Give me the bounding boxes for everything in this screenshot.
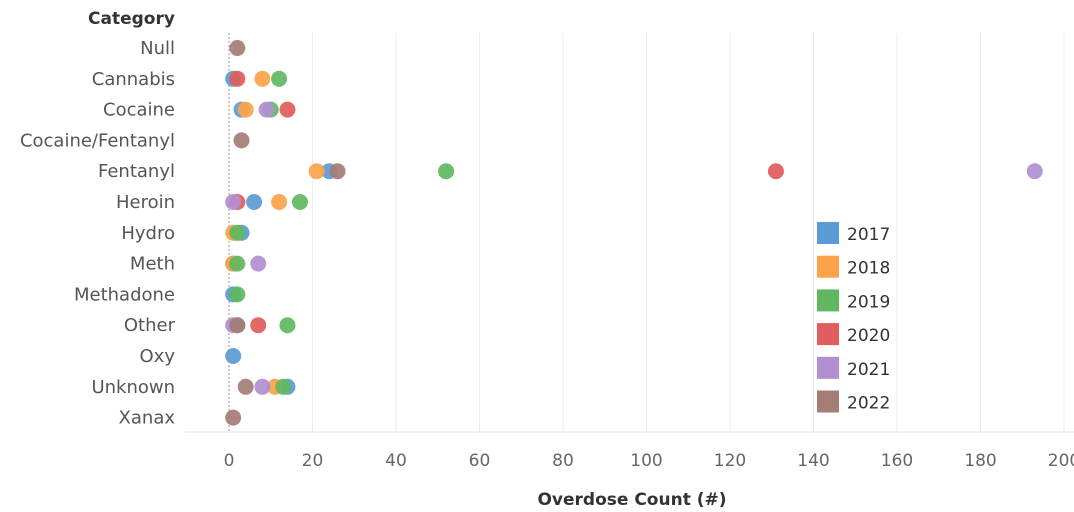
category-label: Xanax (119, 408, 176, 429)
data-point-2021[interactable] (254, 378, 271, 395)
data-point-2021[interactable] (250, 255, 267, 272)
data-point-2018[interactable] (254, 70, 271, 87)
legend-label-2019[interactable]: 2019 (847, 292, 890, 312)
x-tick-label: 40 (385, 451, 407, 471)
category-label: Heroin (116, 192, 175, 213)
data-point-2019[interactable] (279, 317, 296, 334)
data-point-2022[interactable] (233, 132, 250, 149)
x-tick-label: 100 (630, 451, 662, 471)
x-tick-label: 60 (469, 451, 491, 471)
data-point-2020[interactable] (229, 70, 246, 87)
data-point-2022[interactable] (229, 40, 246, 56)
x-tick-label: 160 (881, 451, 913, 471)
category-label: Methadone (74, 284, 175, 305)
data-point-2021[interactable] (258, 101, 275, 118)
data-point-2019[interactable] (229, 255, 246, 272)
data-point-2018[interactable] (308, 163, 325, 180)
legend-label-2017[interactable]: 2017 (847, 225, 890, 245)
data-point-2019[interactable] (229, 224, 246, 241)
data-point-2019[interactable] (438, 163, 455, 180)
data-point-2022[interactable] (237, 378, 254, 395)
x-tick-label: 120 (714, 451, 746, 471)
category-label: Fentanyl (98, 161, 175, 182)
category-label: Unknown (91, 377, 175, 398)
data-point-2017[interactable] (225, 348, 242, 364)
category-label: Other (124, 315, 176, 336)
grid-lines (185, 33, 1074, 433)
category-label: Cocaine (103, 100, 175, 121)
data-point-2020[interactable] (250, 317, 267, 334)
category-label: Cannabis (92, 69, 175, 90)
legend-swatch-2022[interactable] (817, 390, 839, 413)
legend-swatch-2017[interactable] (817, 222, 839, 244)
legend-swatch-2020[interactable] (817, 323, 839, 346)
data-points (225, 40, 1043, 426)
x-tick-label: 140 (797, 451, 829, 471)
category-label: Null (140, 38, 175, 59)
x-tick-label: 80 (552, 451, 574, 471)
legend-label-2020[interactable]: 2020 (847, 326, 890, 346)
legend-swatch-2021[interactable] (817, 356, 839, 379)
data-point-2020[interactable] (279, 101, 296, 118)
legend-label-2021[interactable]: 2021 (847, 360, 890, 380)
legend-swatch-2019[interactable] (817, 289, 839, 312)
category-labels: Null Cannabis Cocaine Cocaine/Fentanyl Fenta… (20, 38, 176, 429)
data-point-2019[interactable] (291, 194, 308, 210)
category-label: Hydro (121, 223, 175, 244)
data-point-2018[interactable] (271, 194, 288, 210)
category-label: Cocaine/Fentanyl (20, 130, 175, 151)
category-header: Category (88, 9, 175, 29)
data-point-2021[interactable] (1026, 163, 1043, 180)
data-point-2017[interactable] (246, 194, 263, 210)
x-tick-label: 0 (224, 451, 235, 471)
data-point-2022[interactable] (229, 317, 246, 334)
data-point-2022[interactable] (225, 409, 242, 426)
data-point-2019[interactable] (275, 378, 292, 395)
data-point-2021[interactable] (225, 194, 242, 210)
category-label: Oxy (140, 346, 176, 367)
legend[interactable]: 2017 2018 2019 2020 2021 2022 (817, 222, 890, 414)
x-tick-labels: 0 20 40 60 80 100 120 140 160 180 200 (224, 451, 1074, 471)
data-point-2020[interactable] (767, 163, 784, 180)
legend-label-2022[interactable]: 2022 (847, 394, 890, 414)
data-point-2018[interactable] (237, 101, 254, 118)
x-axis-label: Overdose Count (#) (537, 490, 726, 510)
data-point-2019[interactable] (271, 70, 288, 87)
data-point-2019[interactable] (229, 286, 246, 303)
x-tick-label: 20 (302, 451, 324, 471)
legend-swatch-2018[interactable] (817, 255, 839, 278)
x-tick-label: 200 (1048, 451, 1074, 471)
x-tick-label: 180 (964, 451, 996, 471)
data-point-2022[interactable] (329, 163, 346, 180)
category-label: Meth (130, 254, 175, 275)
legend-label-2018[interactable]: 2018 (847, 259, 890, 279)
